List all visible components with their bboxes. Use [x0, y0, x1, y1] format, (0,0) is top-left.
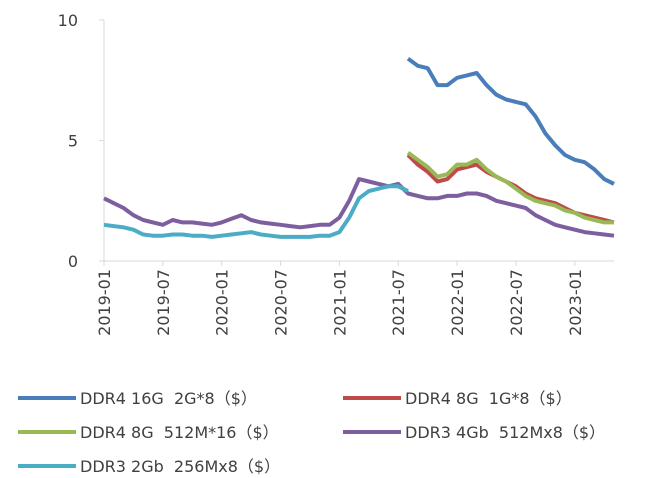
legend-label: DDR3 2Gb 256Mx8（$）: [80, 457, 280, 476]
legend-label: DDR3 4Gb 512Mx8（$）: [405, 423, 605, 442]
x-tick-label: 2019-01: [95, 269, 114, 336]
legend-label: DDR4 16G 2G*8（$）: [80, 389, 257, 408]
legend-label: DDR4 8G 1G*8（$）: [405, 389, 572, 408]
x-tick-label: 2022-01: [448, 269, 467, 336]
x-tick-label: 2020-01: [213, 269, 232, 336]
x-tick-label: 2022-07: [507, 269, 526, 336]
x-tick-label: 2023-01: [566, 269, 585, 336]
x-tick-label: 2020-07: [272, 269, 291, 336]
legend-label: DDR4 8G 512M*16（$）: [80, 423, 279, 442]
series-line: [406, 153, 615, 225]
series-line: [406, 56, 615, 186]
series-line: [103, 184, 409, 239]
series-line: [103, 177, 615, 238]
x-tick-label: 2019-07: [154, 269, 173, 336]
x-tick-label: 2021-07: [389, 269, 408, 336]
y-tick-label: 5: [68, 132, 78, 151]
x-tick-label: 2021-01: [330, 269, 349, 336]
y-tick-label: 0: [68, 252, 78, 271]
series-line: [406, 150, 614, 225]
y-tick-label: 10: [58, 11, 78, 30]
